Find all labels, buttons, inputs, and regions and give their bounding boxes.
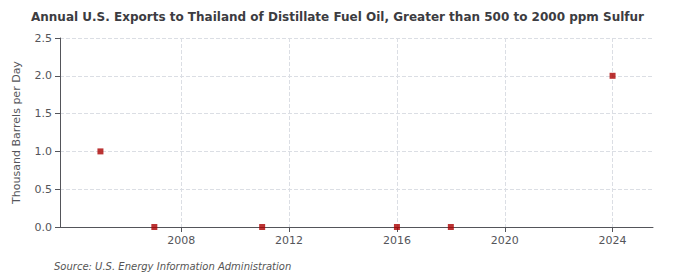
svg-text:2020: 2020 xyxy=(491,234,519,247)
svg-text:0.5: 0.5 xyxy=(35,183,53,196)
svg-text:2.5: 2.5 xyxy=(35,32,53,45)
svg-text:2.0: 2.0 xyxy=(35,69,53,82)
svg-text:1.0: 1.0 xyxy=(35,145,53,158)
svg-text:Thousand Barrels per Day: Thousand Barrels per Day xyxy=(10,61,23,205)
svg-text:2016: 2016 xyxy=(383,234,411,247)
svg-text:0.0: 0.0 xyxy=(35,221,53,234)
svg-text:2008: 2008 xyxy=(167,234,195,247)
svg-text:2024: 2024 xyxy=(599,234,627,247)
svg-text:1.5: 1.5 xyxy=(35,107,53,120)
svg-text:Source: U.S. Energy Informatio: Source: U.S. Energy Information Administ… xyxy=(54,261,291,272)
svg-text:Annual U.S. Exports to Thailan: Annual U.S. Exports to Thailand of Disti… xyxy=(31,10,644,24)
svg-text:2012: 2012 xyxy=(275,234,303,247)
